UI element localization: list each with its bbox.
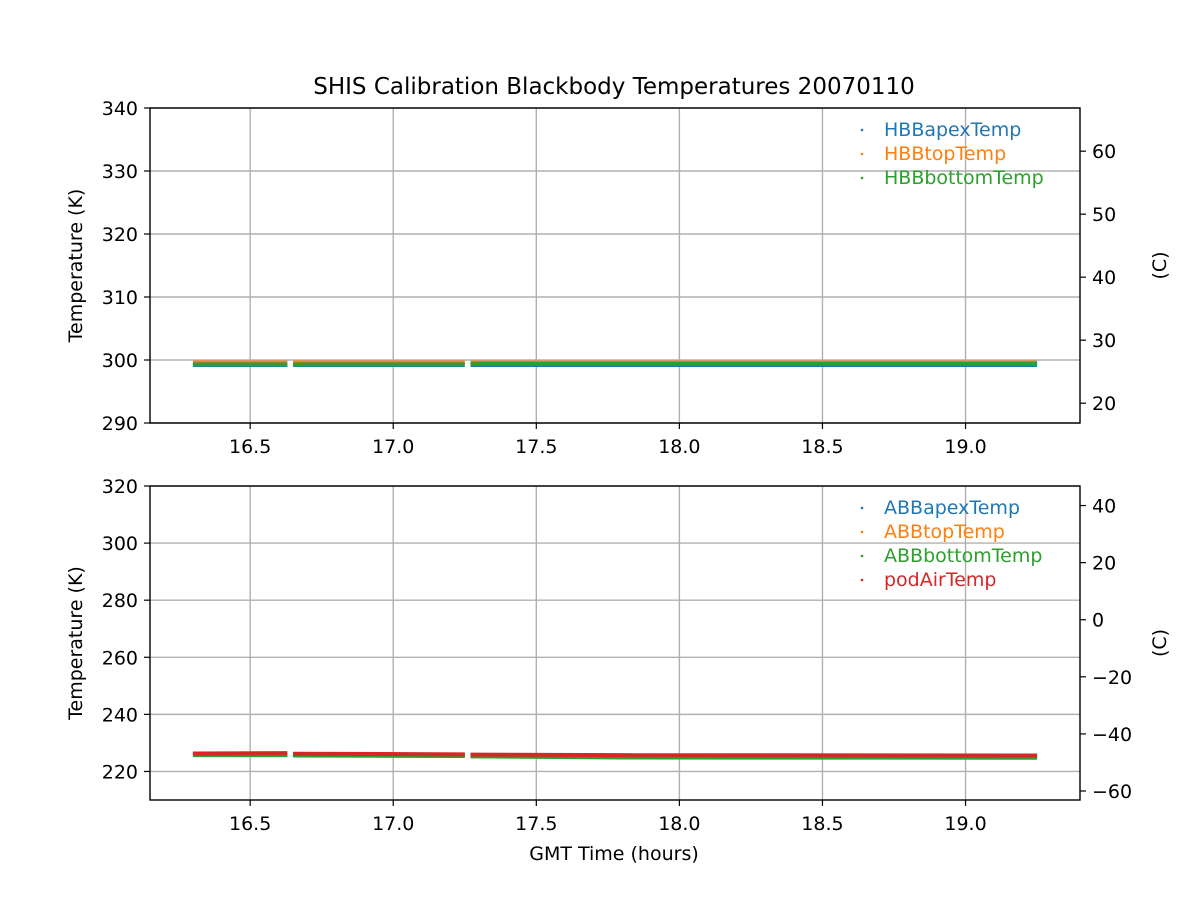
legend-marker [860,176,864,180]
y2-tick-label: −40 [1092,724,1132,746]
x-tick-label: 18.0 [658,436,700,458]
y-tick-label: 310 [102,287,138,309]
legend-label: ABBtopTemp [884,521,1005,543]
legend-marker [860,152,864,156]
y-tick-label: 320 [102,224,138,246]
y2-tick-label: 0 [1092,610,1104,632]
y2-tick-label: 50 [1092,204,1116,226]
legend-label: ABBapexTemp [884,497,1020,519]
legend-marker [860,506,864,510]
legend-label: podAirTemp [884,569,996,591]
y-tick-label: 260 [102,647,138,669]
y-tick-label: 330 [102,161,138,183]
y-tick-label: 320 [102,476,138,498]
y2-axis-label: (C) [1149,251,1171,279]
legend-marker [860,554,864,558]
axes-frame [149,107,1081,424]
x-axis-label: GMT Time (hours) [529,843,699,865]
y2-tick-label: 60 [1092,141,1116,163]
x-tick-label: 17.0 [372,813,414,835]
y-axis-label: Temperature (K) [65,189,87,344]
y-tick-label: 340 [102,98,138,120]
y-tick-label: 280 [102,590,138,612]
y2-tick-label: −20 [1092,667,1132,689]
x-tick-label: 19.0 [944,813,986,835]
y-axis-label: Temperature (K) [65,566,87,721]
bottom-panel-abb: 16.5 17.0 17.5 18.0 18.5 19.0 220 240 260 280 300 3… [65,476,1171,835]
x-tick-label: 17.5 [515,813,557,835]
y2-tick-label: 40 [1092,496,1116,518]
y-tick-label: 220 [102,761,138,783]
legend-label: HBBbottomTemp [884,167,1044,189]
x-tick-label: 16.5 [229,813,271,835]
y-tick-label: 240 [102,704,138,726]
series-line-podAirTemp [293,751,465,757]
legend-label: ABBbottomTemp [884,545,1042,567]
x-tick-label: 18.0 [658,813,700,835]
y-tick-label: 300 [102,533,138,555]
y2-tick-label: 30 [1092,330,1116,352]
legend-marker [860,530,864,534]
x-tick-label: 16.5 [229,436,271,458]
y2-tick-label: 20 [1092,553,1116,575]
y2-tick-label: 20 [1092,393,1116,415]
legend-marker [860,128,864,132]
legend-label: HBBtopTemp [884,143,1006,165]
y-tick-label: 300 [102,350,138,372]
y-tick-label: 290 [102,413,138,435]
legend-label: HBBapexTemp [884,119,1021,141]
x-tick-label: 19.0 [944,436,986,458]
x-tick-label: 18.5 [801,813,843,835]
x-tick-label: 17.5 [515,436,557,458]
series-line-podAirTemp [470,752,1038,758]
y2-tick-label: −60 [1092,781,1132,803]
y2-tick-label: 40 [1092,267,1116,289]
legend-marker [860,578,864,582]
top-panel-hbb: 16.5 17.0 17.5 18.0 18.5 19.0 290 300 310 320 330 3… [65,98,1171,458]
chart-title: SHIS Calibration Blackbody Temperatures … [313,74,915,100]
axes-frame [149,485,1081,801]
y2-axis-label: (C) [1149,629,1171,657]
x-tick-label: 17.0 [372,436,414,458]
x-tick-label: 18.5 [801,436,843,458]
